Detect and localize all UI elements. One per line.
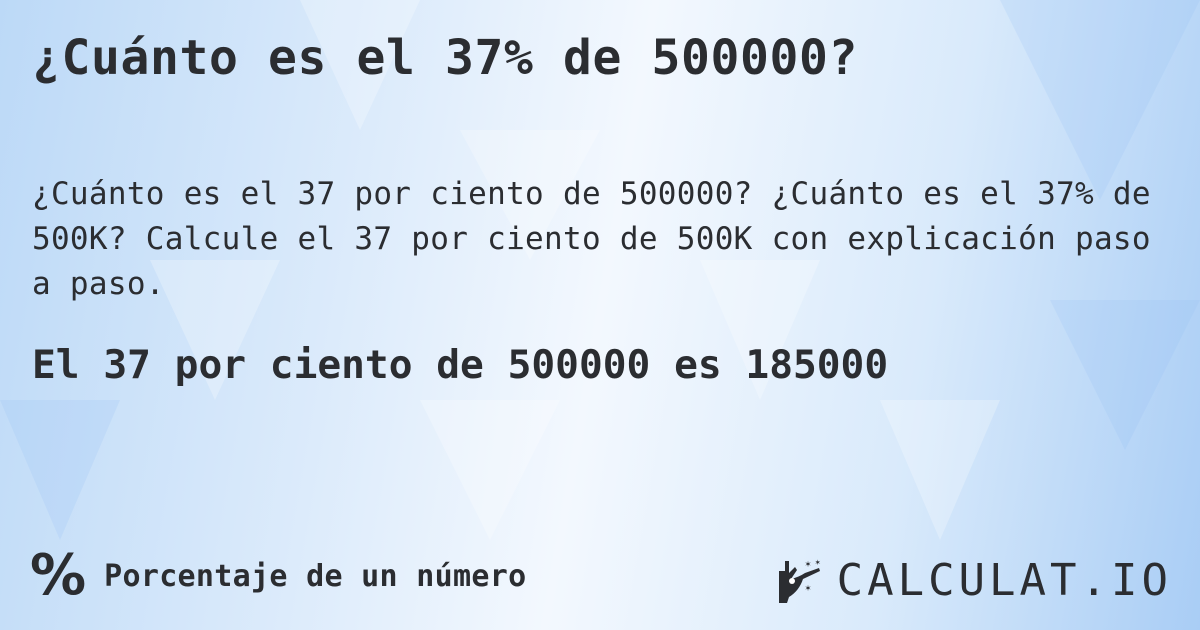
logo[interactable]: ✶ ✶ ✶ CALCULAT.IO	[775, 555, 1172, 606]
svg-text:✶: ✶	[805, 583, 811, 594]
logo-text: CALCULAT.IO	[836, 555, 1172, 606]
svg-text:✶: ✶	[815, 558, 821, 568]
magic-hand-wand-icon: ✶ ✶ ✶	[778, 558, 821, 603]
percent-icon: %	[30, 543, 87, 608]
category-link[interactable]: % Porcentaje de un número	[30, 548, 526, 604]
page-title: ¿Cuánto es el 37% de 500000?	[32, 30, 858, 86]
svg-text:✶: ✶	[805, 559, 811, 570]
description: ¿Cuánto es el 37 por ciento de 500000? ¿…	[32, 176, 1151, 302]
category-label: Porcentaje de un número	[104, 558, 527, 594]
result-text: El 37 por ciento de 500000 es 185000	[32, 342, 889, 388]
